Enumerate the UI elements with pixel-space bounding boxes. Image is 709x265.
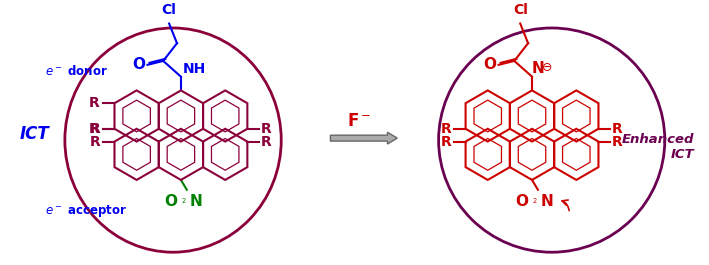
Text: R: R [90,122,101,136]
Text: O: O [132,57,145,72]
FancyArrow shape [330,132,397,144]
Text: R: R [613,122,623,136]
Text: O: O [484,57,496,72]
Text: R: R [89,122,100,136]
Text: O: O [164,194,177,209]
Text: $_2$: $_2$ [532,196,537,206]
Text: $\it{e}^-$ donor: $\it{e}^-$ donor [45,64,108,78]
Text: R: R [261,122,272,136]
Text: R: R [441,122,452,136]
Text: R: R [261,135,272,149]
Text: R: R [90,135,101,149]
Text: N: N [532,61,545,76]
Text: R: R [613,135,623,149]
Text: $\it{e}^-$ acceptor: $\it{e}^-$ acceptor [45,203,127,219]
Text: ⊖: ⊖ [542,61,552,74]
Text: $_2$: $_2$ [181,196,186,206]
Text: F$^-$: F$^-$ [347,112,371,130]
Text: R: R [89,96,100,110]
Text: NH: NH [183,62,206,76]
Text: Enhanced
ICT: Enhanced ICT [622,133,694,161]
Text: O: O [515,194,528,209]
Text: ICT: ICT [20,125,50,143]
Text: Cl: Cl [162,3,177,17]
Text: N: N [190,194,203,209]
Text: N: N [541,194,554,209]
Text: R: R [441,135,452,149]
Text: Cl: Cl [513,3,527,17]
